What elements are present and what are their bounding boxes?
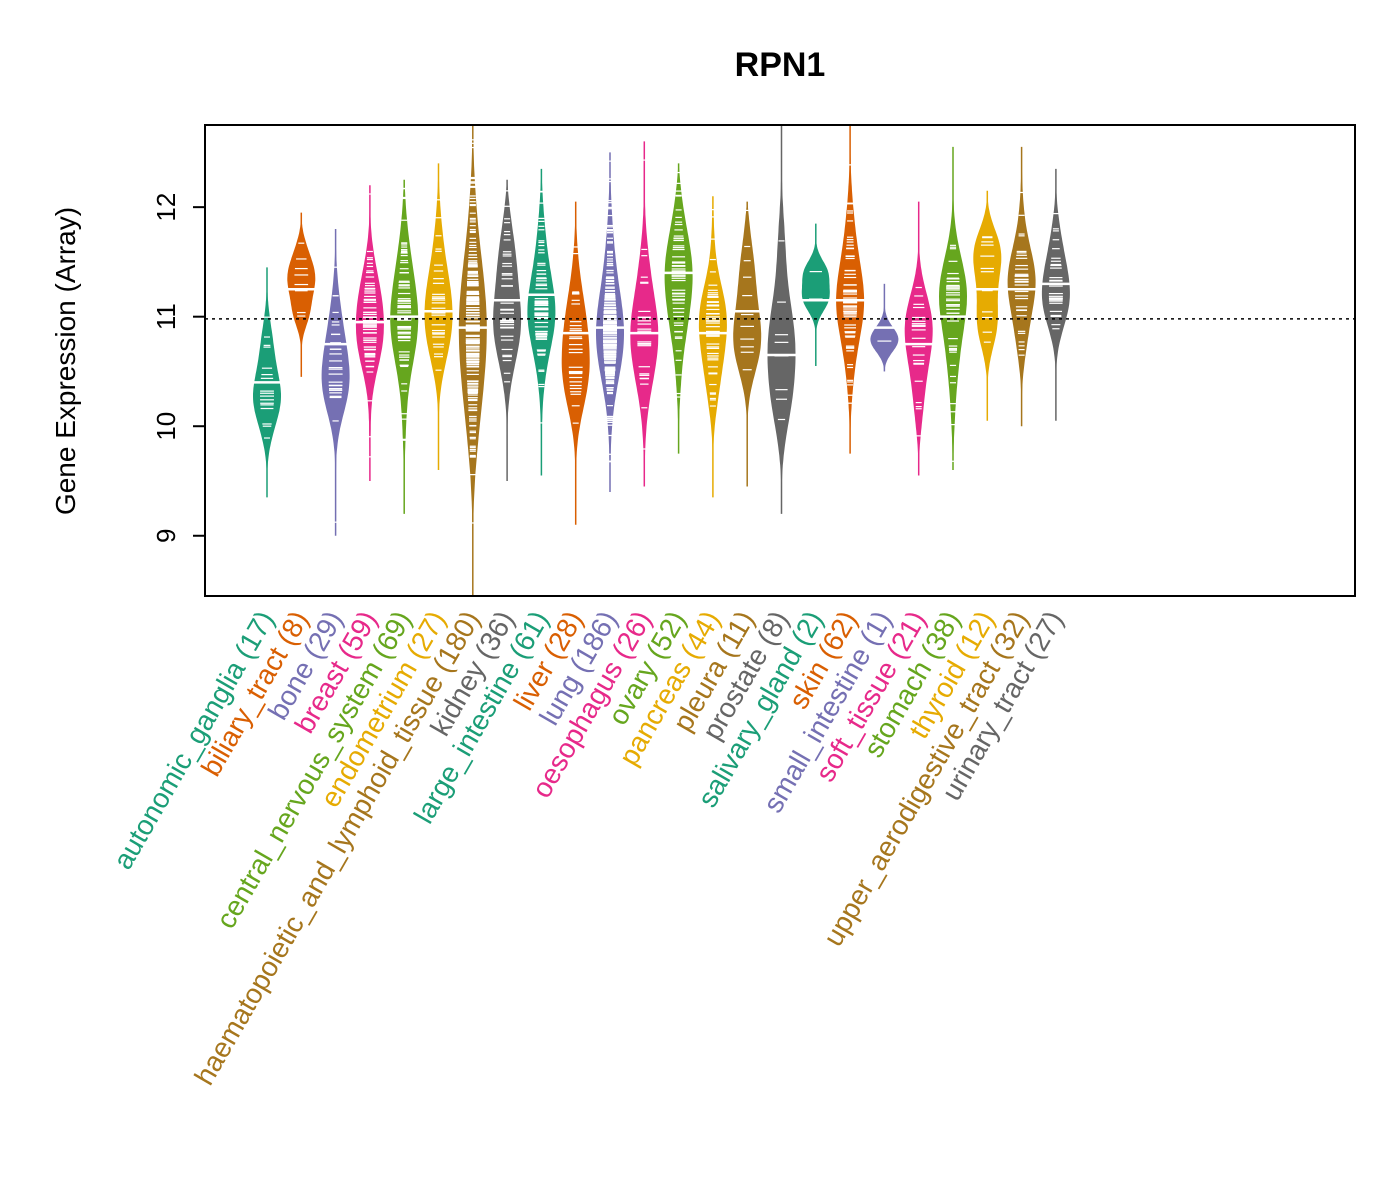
bean-central_nervous_system xyxy=(388,179,421,514)
bean-salivary_gland xyxy=(799,223,832,366)
bean-stomach xyxy=(937,146,969,471)
y-axis-label: Gene Expression (Array) xyxy=(50,207,81,515)
y-tick-label: 10 xyxy=(151,412,181,441)
bean-shape xyxy=(561,201,590,525)
bean-lung xyxy=(594,152,626,492)
bean-breast xyxy=(353,185,386,481)
bean-shape xyxy=(939,146,967,470)
x-axis-labels: autonomic_ganglia (17)biliary_tract (8)b… xyxy=(107,606,1069,1091)
y-tick-label: 9 xyxy=(151,529,181,543)
bean-haematopoietic_and_lymphoid_tissue xyxy=(456,125,489,596)
bean-shape xyxy=(630,141,659,487)
plot-area xyxy=(204,124,1356,597)
bean-liver xyxy=(559,201,592,525)
bean-soft_tissue xyxy=(902,201,935,476)
bean-shape xyxy=(1041,168,1070,421)
bean-shape xyxy=(836,125,865,454)
bean-shape xyxy=(287,212,316,377)
bean-shape xyxy=(733,201,762,487)
bean-skin xyxy=(834,125,867,454)
bean-shape xyxy=(458,125,487,596)
bean-shape xyxy=(424,163,453,471)
chart-title: RPN1 xyxy=(735,46,826,84)
bean-ovary xyxy=(662,163,695,454)
bean-shape xyxy=(973,190,1002,421)
y-axis: 9 10 11 12 xyxy=(151,193,206,543)
bean-small_intestine xyxy=(868,283,901,372)
bean-thyroid xyxy=(971,190,1004,421)
bean-shape xyxy=(1007,146,1036,427)
y-tick-label: 11 xyxy=(151,303,181,330)
bean-kidney xyxy=(491,179,524,482)
bean-shape xyxy=(390,179,419,514)
x-tick-label: autonomic_ganglia (17) xyxy=(107,606,280,875)
bean-bone xyxy=(319,229,352,536)
bean-pleura xyxy=(731,201,764,487)
bean-autonomic_ganglia xyxy=(251,267,283,498)
bean-upper_aerodigestive_tract xyxy=(1005,146,1038,427)
bean-shape xyxy=(493,179,522,482)
bean-pancreas xyxy=(696,196,729,498)
bean-urinary_tract xyxy=(1039,168,1072,421)
bean-shape xyxy=(801,223,830,366)
bean-oesophagus xyxy=(628,141,661,487)
beans-group xyxy=(251,125,1072,596)
y-tick-label: 12 xyxy=(151,193,181,222)
bean-endometrium xyxy=(422,163,455,471)
bean-large_intestine xyxy=(525,168,558,476)
bean-biliary_tract xyxy=(285,212,318,377)
